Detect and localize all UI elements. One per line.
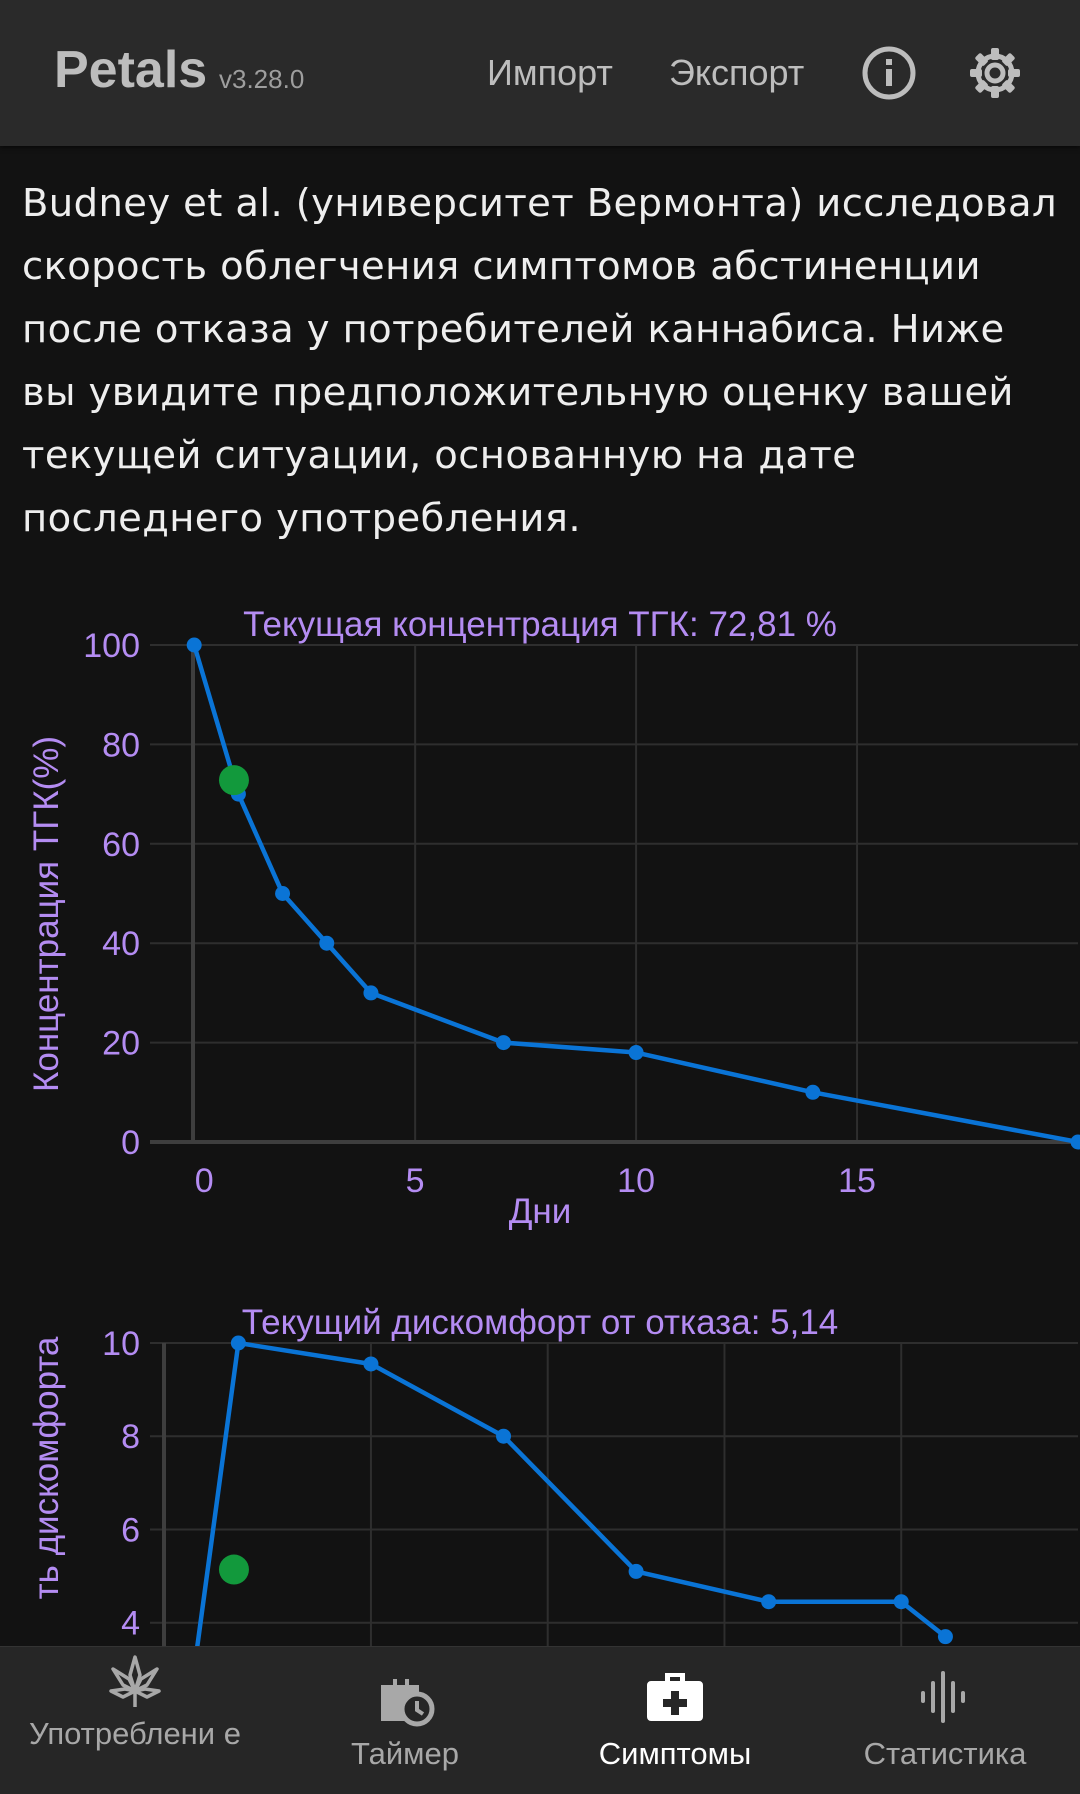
y-tick-label: 4 (121, 1605, 140, 1643)
nav-item-timer[interactable]: Таймер (270, 1647, 540, 1794)
y-tick-label: 6 (121, 1511, 140, 1549)
x-axis-label: Дни (509, 1192, 572, 1231)
gear-icon[interactable] (967, 45, 1023, 101)
cannabis-leaf-icon (109, 1655, 161, 1707)
data-point (363, 985, 379, 1001)
bottom-navigation: Употреблени е Таймер Симптомы Статистик (0, 1646, 1080, 1794)
data-point (893, 1594, 909, 1610)
info-icon[interactable] (861, 45, 917, 101)
chart-title: Текущий дискомфорт от отказа: 5,14 (242, 1303, 839, 1342)
nav-label-usage: Употреблени е (29, 1716, 241, 1751)
nav-item-usage[interactable]: Употреблени е (0, 1647, 270, 1794)
app-bar: Petals v3.28.0 Импорт Экспорт (0, 0, 1080, 146)
data-point (937, 1629, 953, 1645)
nav-item-statistics[interactable]: Статистика (810, 1647, 1080, 1794)
data-point (275, 886, 291, 901)
series-line (195, 1340, 947, 1646)
data-point (628, 1563, 644, 1579)
current-value-marker (218, 1554, 249, 1585)
data-point (319, 935, 335, 951)
series-group (186, 637, 1080, 1150)
data-point (628, 1045, 644, 1061)
discomfort-chart: Текущий дискомфорт от отказа: 5,14 4 6 8 10 т… (0, 1278, 1080, 1646)
x-tick-label: 15 (838, 1162, 876, 1200)
data-point (230, 1335, 246, 1351)
y-tick-label: 80 (102, 726, 140, 764)
medical-bag-icon (647, 1673, 703, 1721)
x-tick-label: 0 (195, 1162, 214, 1200)
app-title: Petals (54, 41, 208, 99)
data-point (496, 1428, 512, 1444)
y-tick-label: 0 (121, 1124, 140, 1162)
discomfort-chart-svg: Текущий дискомфорт от отказа: 5,14 4 6 8 10 т… (27, 1303, 1078, 1646)
y-tick-label: 100 (83, 627, 140, 665)
thc-concentration-chart: Текущая концентрация ТГК: 72,81 % 0 20 40 60… (0, 580, 1080, 1240)
app-version: v3.28.0 (219, 64, 305, 94)
data-point (496, 1035, 512, 1051)
y-tick-label: 10 (102, 1325, 140, 1363)
briefcase-clock-icon (381, 1679, 435, 1727)
nav-label-statistics: Статистика (863, 1736, 1027, 1771)
y-tick-label: 60 (102, 826, 140, 864)
data-point (805, 1084, 821, 1100)
data-point (761, 1594, 777, 1610)
chart-title: Текущая концентрация ТГК: 72,81 % (243, 605, 837, 644)
thc-chart-svg: Текущая концентрация ТГК: 72,81 % 0 20 40 60… (27, 605, 1080, 1231)
x-tick-label: 10 (617, 1162, 655, 1200)
y-tick-label: 8 (121, 1418, 140, 1456)
intro-text: Budney et al. (университет Вермонта) исс… (22, 181, 1058, 541)
data-point (1070, 1134, 1080, 1150)
current-value-marker (218, 765, 249, 796)
nav-label-timer: Таймер (351, 1736, 459, 1771)
export-button[interactable]: Экспорт (669, 52, 805, 93)
y-tick-label: 40 (102, 925, 140, 963)
y-axis-label: ть дискомфорта (27, 1336, 66, 1599)
import-button[interactable]: Импорт (487, 52, 613, 93)
nav-label-symptoms: Симптомы (598, 1736, 752, 1771)
data-point (363, 1356, 379, 1372)
y-tick-label: 20 (102, 1025, 140, 1063)
nav-item-symptoms[interactable]: Симптомы (540, 1647, 810, 1794)
y-axis-label: Концентрация ТГК(%) (27, 736, 66, 1092)
waveform-icon (921, 1671, 965, 1723)
x-tick-label: 5 (406, 1162, 425, 1200)
data-point (186, 637, 202, 653)
series-group (195, 1335, 953, 1646)
